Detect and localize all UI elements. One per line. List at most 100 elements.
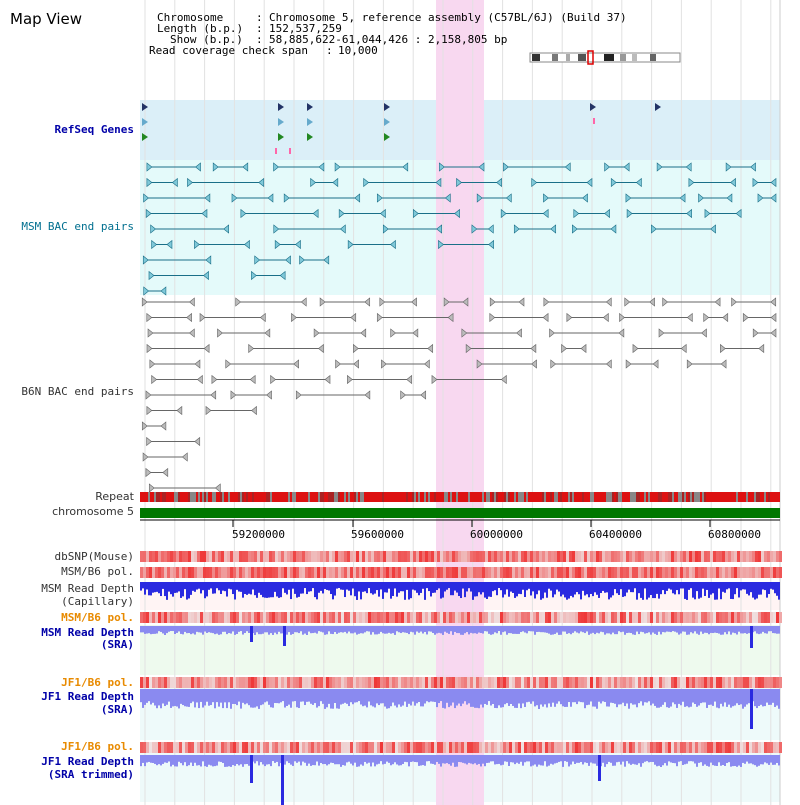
polymorphism-cell	[242, 567, 245, 578]
refseq-gene-glyph	[655, 103, 661, 111]
bac-end-glyph	[625, 359, 632, 369]
read-depth-bar	[776, 689, 778, 706]
read-depth-bar	[336, 626, 338, 634]
bac-end-glyph	[187, 177, 193, 188]
read-depth-bar	[472, 582, 474, 600]
polymorphism-cell	[302, 677, 305, 688]
read-depth-bar	[572, 582, 574, 598]
repeat-band	[306, 492, 308, 502]
polymorphism-cell	[467, 551, 470, 562]
polymorphism-cell	[740, 567, 743, 578]
polymorphism-cell	[674, 551, 677, 562]
read-depth-bar	[142, 582, 144, 589]
read-depth-bar	[700, 582, 702, 598]
polymorphism-cell	[602, 742, 605, 753]
read-depth-bar	[710, 626, 712, 633]
polymorphism-cell	[578, 567, 581, 578]
repeat-band	[514, 492, 516, 502]
polymorphism-cell	[341, 742, 344, 753]
polymorphism-cell	[179, 551, 182, 562]
read-depth-bar	[262, 582, 264, 598]
polymorphism-cell	[182, 612, 185, 623]
polymorphism-cell	[290, 551, 293, 562]
read-depth-bar	[394, 755, 396, 763]
read-depth-bar	[142, 755, 144, 763]
read-depth-bar	[204, 582, 206, 599]
read-depth-bar	[194, 626, 196, 635]
read-depth-bar	[146, 689, 148, 703]
repeat-band	[162, 492, 164, 502]
read-depth-bar	[220, 755, 222, 762]
bac-end-glyph	[730, 177, 736, 188]
polymorphism-cell	[356, 677, 359, 688]
polymorphism-cell	[299, 612, 302, 623]
read-depth-bar	[144, 755, 146, 767]
polymorphism-cell	[287, 567, 290, 578]
ideogram-band	[566, 54, 570, 61]
repeat-band	[748, 492, 750, 502]
polymorphism-cell	[188, 551, 191, 562]
read-depth-bar	[408, 689, 410, 704]
polymorphism-cell	[626, 677, 629, 688]
polymorphism-cell	[527, 677, 530, 688]
repeat-band	[188, 492, 190, 502]
repeat-band	[458, 492, 460, 502]
read-depth-bar	[156, 582, 158, 592]
read-depth-bar	[682, 626, 684, 632]
repeat-band	[736, 492, 738, 502]
polymorphism-cell	[668, 612, 671, 623]
polymorphism-cell	[755, 551, 758, 562]
repeat-band	[154, 492, 156, 502]
track-label-msm-depth-sra: MSM Read Depth	[41, 626, 134, 639]
read-depth-bar	[168, 582, 170, 592]
bac-end-glyph	[266, 390, 272, 400]
read-depth-bar	[274, 582, 276, 592]
read-depth-bar	[518, 626, 520, 634]
bac-end-glyph	[150, 224, 157, 234]
read-depth-bar	[568, 755, 570, 767]
polymorphism-cell	[632, 677, 635, 688]
read-depth-bar	[238, 626, 240, 632]
read-depth-bar	[252, 582, 254, 590]
read-depth-bar	[230, 755, 232, 767]
polymorphism-cell	[461, 742, 464, 753]
polymorphism-cell	[419, 677, 422, 688]
polymorphism-cell	[641, 612, 644, 623]
read-depth-bar	[178, 755, 180, 762]
repeat-band	[152, 492, 154, 502]
polymorphism-cell	[374, 612, 377, 623]
polymorphism-cell	[191, 742, 194, 753]
polymorphism-cell	[362, 612, 365, 623]
bac-end-glyph	[319, 297, 326, 307]
read-depth-bar	[604, 582, 606, 593]
polymorphism-cell	[425, 567, 428, 578]
repeat-band	[544, 492, 546, 502]
polymorphism-cell	[176, 742, 179, 753]
read-depth-bar	[646, 626, 648, 634]
read-depth-bar	[582, 626, 584, 633]
read-depth-bar	[566, 755, 568, 762]
read-depth-bar	[770, 626, 772, 632]
read-depth-bar	[726, 689, 728, 707]
read-depth-bar	[482, 689, 484, 708]
polymorphism-cell	[776, 612, 779, 623]
polymorphism-cell	[722, 567, 725, 578]
polymorphism-cell	[542, 677, 545, 688]
read-depth-bar	[678, 582, 680, 595]
read-depth-bar	[452, 582, 454, 596]
polymorphism-cell	[179, 742, 182, 753]
polymorphism-cell	[716, 677, 719, 688]
read-depth-bar	[226, 582, 228, 597]
repeat-band	[366, 492, 368, 502]
polymorphism-cell	[590, 551, 593, 562]
read-depth-bar	[590, 582, 592, 594]
read-depth-bar	[288, 626, 290, 633]
repeat-band	[676, 492, 678, 502]
bac-end-glyph	[376, 193, 383, 203]
polymorphism-cell	[692, 551, 695, 562]
read-depth-bar	[170, 626, 172, 632]
repeat-band	[260, 492, 262, 502]
polymorphism-cell	[458, 612, 461, 623]
read-depth-bar	[462, 755, 464, 763]
repeat-band	[568, 492, 570, 502]
